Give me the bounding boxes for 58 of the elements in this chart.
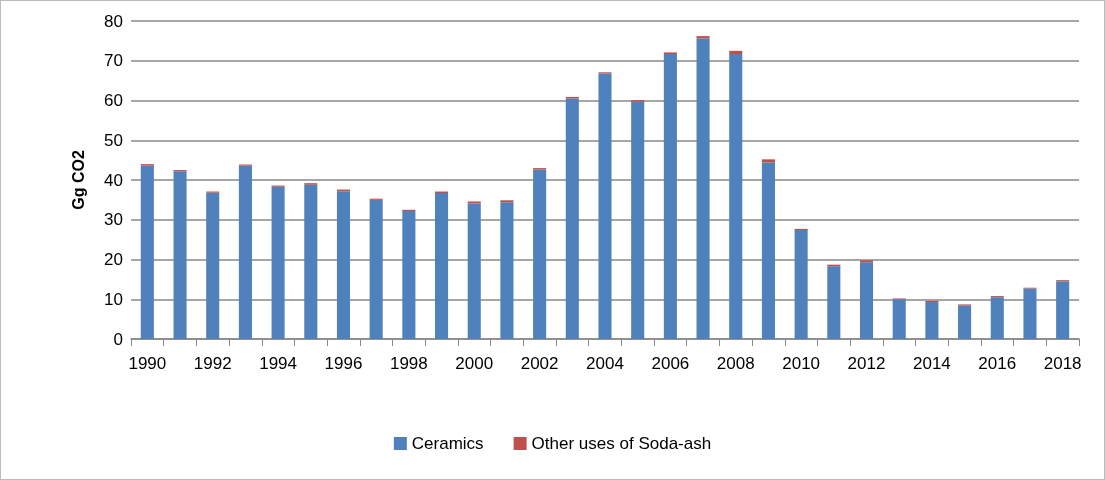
bar: [173, 171, 187, 339]
x-tick-label: 2008: [716, 354, 755, 373]
bar: [892, 299, 906, 339]
y-tick-label: 80: [104, 11, 123, 31]
bar: [794, 230, 808, 339]
bar: [467, 203, 481, 339]
bar: [206, 192, 220, 339]
bar: [369, 199, 383, 339]
bar: [304, 184, 318, 339]
y-tick-label: 0: [113, 329, 123, 349]
x-tick-label: 2002: [520, 354, 559, 373]
bar: [500, 202, 514, 339]
y-axis-title: Gg CO2: [69, 150, 87, 210]
bar: [271, 186, 285, 339]
x-tick-label: 1998: [389, 354, 428, 373]
x-tick-label: 2014: [912, 354, 951, 373]
bar: [827, 266, 841, 339]
y-tick-label: 60: [104, 91, 123, 110]
bar: [729, 50, 743, 54]
bar: [663, 53, 677, 339]
bar: [990, 297, 1004, 339]
x-tick-label: 1996: [324, 354, 363, 373]
x-tick-label: 2010: [782, 354, 821, 373]
bar: [729, 53, 743, 339]
bar: [435, 193, 449, 339]
bar: [761, 162, 775, 339]
bar: [631, 101, 645, 339]
bar: [1023, 288, 1037, 339]
bar: [696, 38, 710, 339]
x-tick-label: 2004: [586, 354, 624, 373]
bar: [958, 305, 972, 339]
bar: [925, 302, 939, 339]
x-tick-label: 1994: [259, 354, 298, 373]
bar: [140, 165, 154, 339]
bar: [859, 262, 874, 339]
x-tick-label: 2000: [455, 354, 494, 373]
x-tick-label: 2012: [847, 354, 886, 373]
bar: [238, 165, 252, 339]
legend-label: Other uses of Soda-ash: [531, 434, 712, 453]
bar: [1056, 281, 1070, 339]
bar: [402, 211, 416, 339]
x-tick-label: 1992: [193, 354, 232, 373]
y-tick-label: 30: [104, 210, 123, 230]
x-tick-label: 2016: [978, 354, 1017, 373]
y-tick-label: 50: [104, 130, 123, 150]
bar: [336, 191, 351, 339]
bar: [598, 73, 612, 339]
bar: [565, 98, 579, 339]
x-tick-label: 1990: [128, 354, 167, 373]
legend-label: Ceramics: [411, 434, 484, 453]
y-tick-label: 10: [104, 289, 123, 309]
y-tick-label: 70: [104, 51, 123, 71]
bar: [761, 159, 775, 163]
x-tick-label: 2018: [1043, 354, 1082, 373]
y-tick-label: 40: [104, 170, 123, 190]
x-tick-label: 2006: [651, 354, 690, 373]
bar: [533, 169, 547, 339]
y-tick-label: 20: [104, 250, 123, 269]
